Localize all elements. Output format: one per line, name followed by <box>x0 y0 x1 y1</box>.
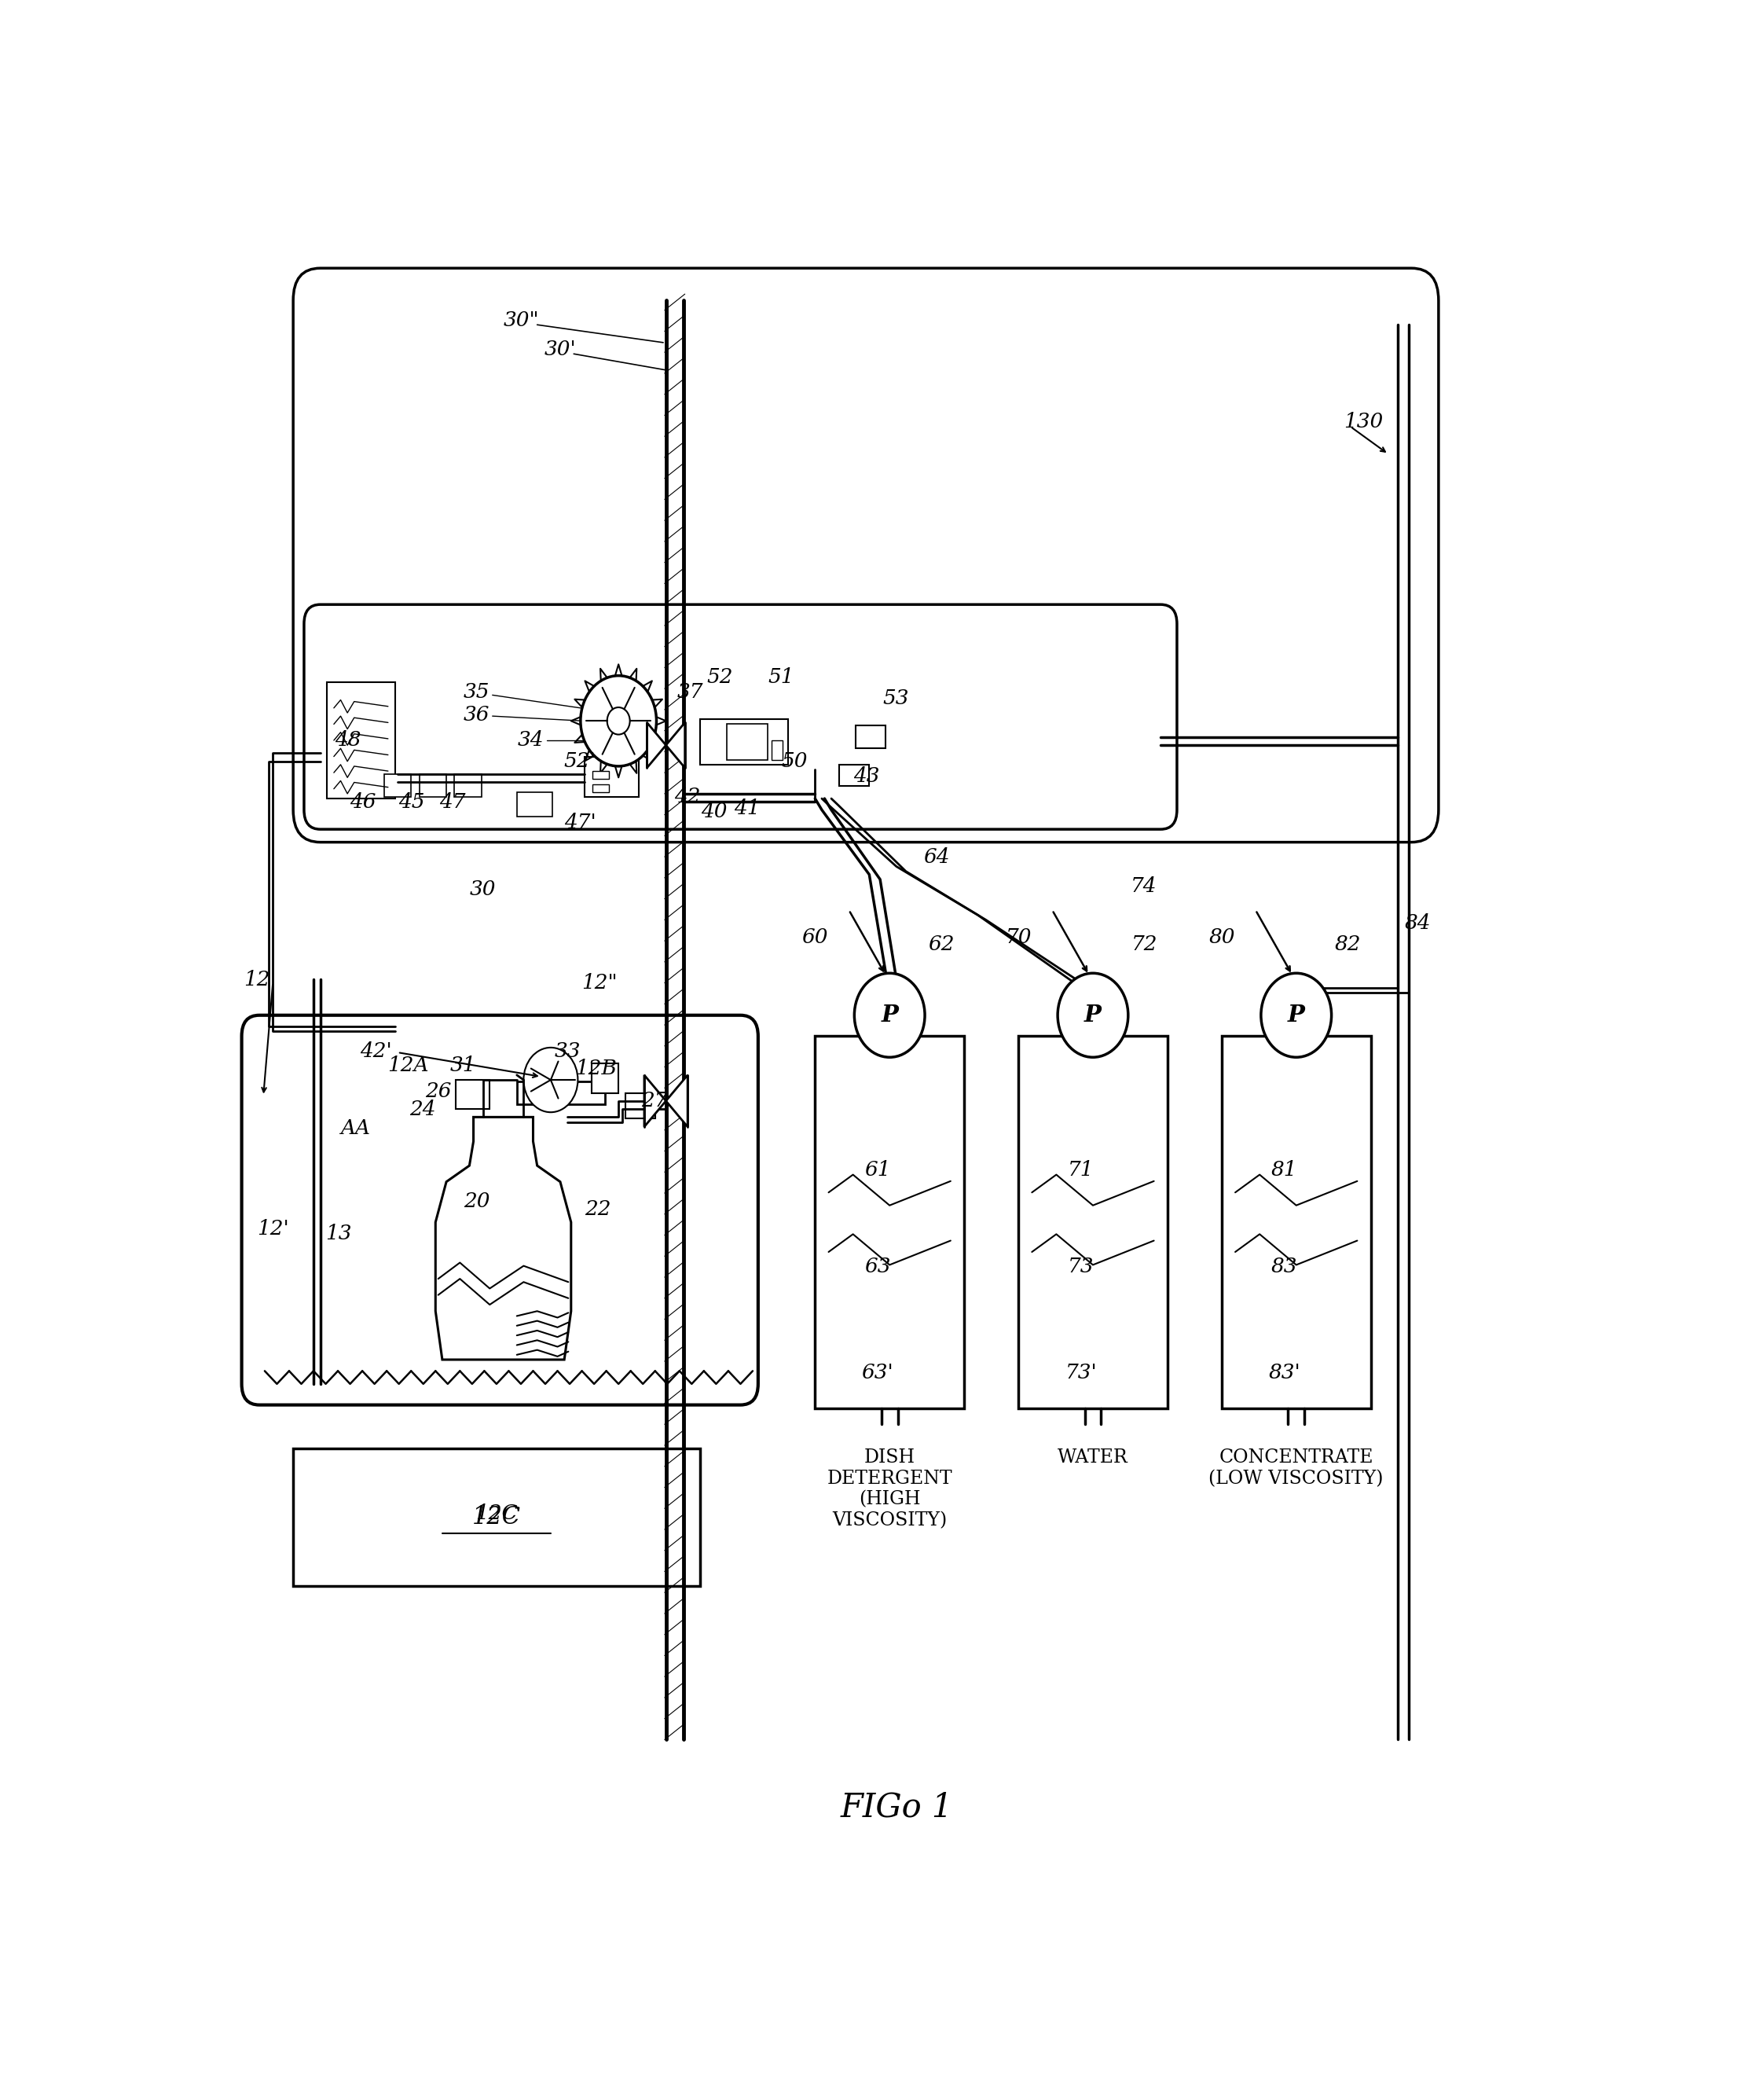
Circle shape <box>1058 972 1128 1056</box>
Text: 41: 41 <box>735 798 761 819</box>
Text: 22: 22 <box>584 1199 610 1220</box>
Text: 12A: 12A <box>388 1056 429 1075</box>
Bar <box>1223 1035 1371 1409</box>
Text: 42': 42' <box>360 1042 392 1060</box>
Text: 63: 63 <box>864 1258 890 1277</box>
Text: 12": 12" <box>582 972 617 993</box>
Text: 33: 33 <box>554 1042 581 1060</box>
Circle shape <box>1261 972 1331 1056</box>
Text: 26: 26 <box>425 1081 451 1100</box>
Text: 24: 24 <box>409 1098 436 1119</box>
Text: P: P <box>1084 1004 1102 1027</box>
Text: 12B: 12B <box>575 1058 617 1079</box>
Text: 80: 80 <box>1209 928 1235 947</box>
Text: 72: 72 <box>1132 934 1158 953</box>
Text: 83': 83' <box>1268 1363 1300 1382</box>
Circle shape <box>854 972 925 1056</box>
Text: WATER: WATER <box>1058 1449 1128 1466</box>
Text: 12C: 12C <box>476 1504 518 1522</box>
Text: 47': 47' <box>565 813 596 832</box>
Bar <box>626 1092 656 1119</box>
Bar <box>593 771 609 779</box>
Text: DISH
DETERGENT
(HIGH
VISCOSITY): DISH DETERGENT (HIGH VISCOSITY) <box>827 1449 951 1529</box>
Bar <box>327 682 395 798</box>
Text: 30: 30 <box>469 880 495 899</box>
Text: 47: 47 <box>439 792 465 811</box>
Text: 27: 27 <box>642 1092 668 1111</box>
Text: 12C: 12C <box>472 1506 521 1529</box>
Text: 73: 73 <box>1069 1258 1095 1277</box>
Text: 53: 53 <box>883 689 909 708</box>
Text: 74: 74 <box>1132 876 1158 897</box>
Text: 30': 30' <box>544 340 575 359</box>
Bar <box>584 756 638 796</box>
Text: 45: 45 <box>399 792 425 811</box>
Bar <box>420 775 446 796</box>
Text: 73': 73' <box>1065 1363 1097 1382</box>
Text: 35: 35 <box>463 682 490 701</box>
Text: 42: 42 <box>673 788 700 806</box>
Text: CONCENTRATE
(LOW VISCOSITY): CONCENTRATE (LOW VISCOSITY) <box>1209 1449 1383 1487</box>
Text: 31: 31 <box>449 1056 476 1075</box>
Text: 20: 20 <box>463 1191 490 1212</box>
Bar <box>700 720 789 764</box>
Bar <box>518 792 553 817</box>
FancyBboxPatch shape <box>241 1014 757 1405</box>
Text: P: P <box>881 1004 899 1027</box>
Text: 60: 60 <box>801 928 829 947</box>
Circle shape <box>607 708 630 735</box>
Text: 13: 13 <box>325 1224 352 1243</box>
Text: 43: 43 <box>854 766 880 785</box>
Text: 83: 83 <box>1272 1258 1298 1277</box>
Text: 70: 70 <box>1006 928 1032 947</box>
Polygon shape <box>644 1075 687 1128</box>
Text: 40: 40 <box>701 802 728 821</box>
Bar <box>815 1035 964 1409</box>
Bar <box>518 1081 605 1105</box>
Text: 61: 61 <box>864 1161 890 1180</box>
Text: 64: 64 <box>923 846 950 867</box>
Text: 34: 34 <box>518 731 544 750</box>
Text: 48: 48 <box>334 731 360 750</box>
Text: 12: 12 <box>243 970 269 989</box>
Text: 37: 37 <box>677 682 703 701</box>
Bar <box>771 741 782 760</box>
Text: 130: 130 <box>1343 412 1383 433</box>
Bar <box>593 783 609 792</box>
Text: 12': 12' <box>257 1218 289 1239</box>
Bar <box>840 764 869 785</box>
Bar <box>728 724 768 760</box>
Text: 50: 50 <box>782 752 808 771</box>
Text: 71: 71 <box>1069 1161 1095 1180</box>
Text: 81: 81 <box>1272 1161 1298 1180</box>
Text: 52: 52 <box>707 668 733 687</box>
Circle shape <box>581 676 656 766</box>
Text: 82: 82 <box>1334 934 1361 953</box>
Text: 51: 51 <box>768 668 794 687</box>
Text: 36: 36 <box>463 706 490 724</box>
Bar <box>456 1079 490 1109</box>
Bar <box>1018 1035 1168 1409</box>
Bar <box>855 727 885 748</box>
Bar <box>294 1449 700 1585</box>
Text: AA: AA <box>341 1119 371 1138</box>
Circle shape <box>523 1048 577 1113</box>
Text: FIGo 1: FIGo 1 <box>840 1791 953 1825</box>
Polygon shape <box>647 722 686 769</box>
Text: 62: 62 <box>929 934 955 953</box>
Bar <box>455 775 481 796</box>
Text: 63': 63' <box>862 1363 894 1382</box>
Text: 46: 46 <box>350 792 376 811</box>
Bar <box>591 1065 619 1092</box>
FancyBboxPatch shape <box>304 605 1177 830</box>
Text: 30": 30" <box>504 311 539 330</box>
Text: 84: 84 <box>1404 913 1431 932</box>
Text: 52': 52' <box>563 752 595 771</box>
Text: P: P <box>1287 1004 1305 1027</box>
Bar <box>385 775 411 796</box>
